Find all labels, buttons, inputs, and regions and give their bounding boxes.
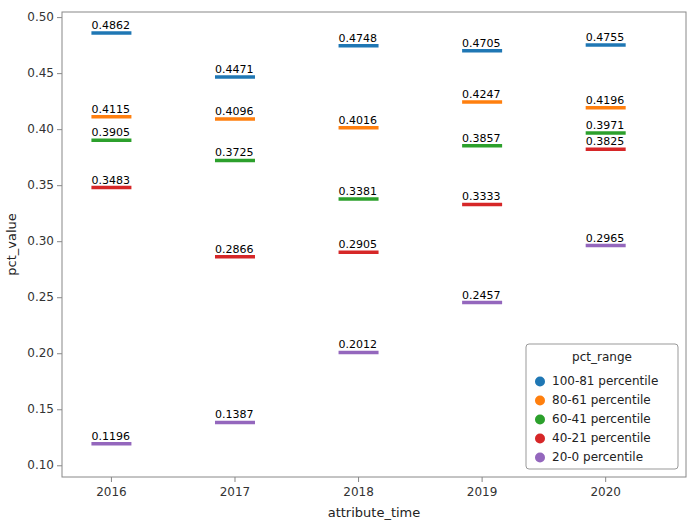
- tick: [358, 477, 359, 482]
- data-label: 0.3971: [586, 119, 625, 132]
- tick: [111, 477, 112, 482]
- chart: 0.10 0.15 0.20 0.25 0.30 0.35 0.40 0.45 0.50 2016…: [0, 0, 698, 527]
- tick-label: 2018: [343, 485, 374, 499]
- data-label: 0.3905: [91, 126, 130, 139]
- data-label: 0.2866: [215, 243, 254, 256]
- tick: [57, 409, 62, 410]
- legend-label: 20-0 percentile: [552, 450, 643, 464]
- x-axis-label: attribute_time: [328, 505, 421, 520]
- y-axis-label: pct_value: [4, 213, 19, 276]
- tick-label: 0.30: [27, 234, 54, 248]
- series: [91, 149, 625, 256]
- data-label: 0.1196: [91, 430, 130, 443]
- y-axis: 0.10 0.15 0.20 0.25 0.30 0.35 0.40 0.45 0.50: [27, 10, 62, 472]
- data-label: 0.4471: [215, 63, 254, 76]
- data-label: 0.4196: [586, 94, 625, 107]
- data-label: 0.3483: [91, 174, 130, 187]
- data-label: 0.3857: [462, 132, 501, 145]
- data-label: 0.4705: [462, 37, 501, 50]
- legend-swatch: [535, 434, 545, 444]
- tick-label: 2019: [467, 485, 498, 499]
- tick-label: 0.50: [27, 10, 54, 24]
- tick-label: 0.15: [27, 402, 54, 416]
- legend-swatch: [535, 396, 545, 406]
- data-label: 0.4115: [91, 103, 130, 116]
- data-label: 0.4748: [339, 32, 378, 45]
- tick: [57, 297, 62, 298]
- tick: [57, 465, 62, 466]
- tick: [57, 73, 62, 74]
- data-label: 0.3333: [462, 190, 501, 203]
- data-label: 0.3825: [586, 135, 625, 148]
- tick: [57, 185, 62, 186]
- tick-label: 2016: [96, 485, 127, 499]
- series: [91, 133, 625, 199]
- legend-box: [526, 344, 678, 469]
- tick: [57, 353, 62, 354]
- data-label: 0.4862: [91, 19, 130, 32]
- data-label: 0.2012: [339, 338, 378, 351]
- tick-label: 0.40: [27, 122, 54, 136]
- tick-label: 2020: [590, 485, 621, 499]
- tick-label: 0.35: [27, 178, 54, 192]
- data-label: 0.4755: [586, 31, 625, 44]
- series: [91, 102, 625, 128]
- legend-title: pct_range: [572, 350, 632, 364]
- data-labels: 0.4862 0.4471 0.4748 0.4705 0.4755 0.4115 0.40…: [91, 19, 624, 443]
- legend-label: 100-81 percentile: [552, 374, 658, 388]
- legend: pct_range 100-81 percentile 80-61 percenti…: [526, 344, 678, 469]
- tick: [234, 477, 235, 482]
- data-label: 0.1387: [215, 408, 254, 421]
- data-label: 0.4096: [215, 105, 254, 118]
- tick-label: 0.10: [27, 458, 54, 472]
- tick: [57, 241, 62, 242]
- chart-container: 0.10 0.15 0.20 0.25 0.30 0.35 0.40 0.45 0.50 2016…: [0, 0, 698, 527]
- legend-swatch: [535, 415, 545, 425]
- tick: [482, 477, 483, 482]
- legend-label: 60-41 percentile: [552, 412, 651, 426]
- tick-label: 2017: [220, 485, 251, 499]
- tick: [57, 17, 62, 18]
- plot-frame: [62, 12, 686, 477]
- tick: [57, 129, 62, 130]
- tick-label: 0.45: [27, 66, 54, 80]
- legend-label: 40-21 percentile: [552, 431, 651, 445]
- legend-swatch: [535, 377, 545, 387]
- data-label: 0.2965: [586, 232, 625, 245]
- data-label: 0.3381: [339, 185, 378, 198]
- x-axis: 2016 2017 2018 2019 2020: [96, 477, 621, 499]
- data-label: 0.2905: [339, 238, 378, 251]
- data-label: 0.4016: [339, 114, 378, 127]
- tick: [605, 477, 606, 482]
- tick-label: 0.25: [27, 290, 54, 304]
- tick-label: 0.20: [27, 346, 54, 360]
- data-label: 0.3725: [215, 146, 254, 159]
- legend-label: 80-61 percentile: [552, 393, 651, 407]
- legend-swatch: [535, 453, 545, 463]
- data-label: 0.4247: [462, 88, 501, 101]
- data-label: 0.2457: [462, 289, 501, 302]
